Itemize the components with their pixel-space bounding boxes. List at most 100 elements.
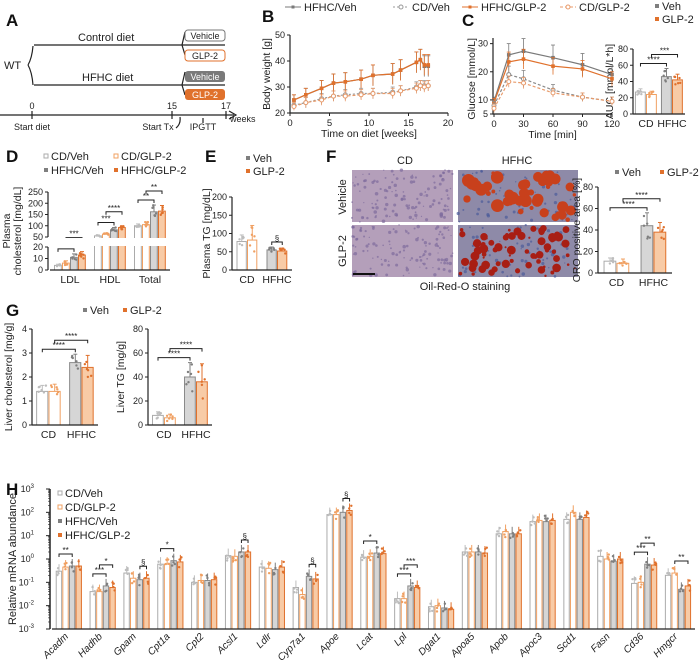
data-point (377, 553, 380, 556)
data-point (267, 248, 271, 251)
significance-label: **** (108, 204, 120, 213)
data-marker (390, 91, 396, 96)
data-point (77, 565, 81, 568)
data-point (161, 211, 164, 215)
bar (678, 588, 685, 630)
micrograph (456, 169, 578, 223)
bar (68, 565, 76, 630)
bar (644, 563, 651, 630)
y-tick-label: 0 (38, 265, 43, 275)
data-point (154, 212, 158, 215)
data-point (464, 547, 468, 550)
panel-label-a: A (6, 11, 18, 30)
y-axis-title: Plasma TG [mg/dL] (201, 188, 213, 278)
significance-bracket (54, 339, 89, 344)
staining-caption: Oil-Red-O staining (420, 281, 510, 293)
data-point (159, 412, 163, 415)
data-point (293, 587, 296, 590)
category-label: CD (609, 277, 625, 289)
data-point (284, 252, 287, 255)
panel-label-f: F (326, 147, 336, 166)
data-point (464, 552, 467, 555)
vehicle-box-hfhc (185, 71, 225, 82)
data-point (279, 248, 282, 251)
data-point (144, 220, 147, 224)
legend-marker (655, 17, 659, 21)
legend-marker (57, 504, 63, 510)
category-label: CD (41, 429, 57, 441)
bar (109, 587, 116, 630)
data-marker (319, 86, 324, 91)
data-point (688, 579, 691, 582)
y-tick-label: 150 (212, 210, 227, 220)
data-point (619, 559, 623, 562)
data-point (532, 516, 535, 519)
data-point (107, 233, 110, 236)
data-point (114, 226, 117, 229)
significance-bracket (674, 560, 689, 565)
bar (238, 551, 245, 630)
timeline-tick: 15 (167, 101, 177, 111)
y-tick-label: 20 (275, 108, 285, 118)
data-point (664, 79, 667, 82)
data-point (282, 560, 285, 564)
data-point (64, 568, 67, 571)
data-point (328, 512, 332, 515)
data-point (153, 214, 157, 218)
data-point (146, 580, 150, 584)
series-hfhc-glp-2 (492, 48, 614, 107)
category-label: HFHC (181, 429, 211, 441)
data-point (143, 576, 147, 580)
data-point (431, 609, 434, 613)
y-tick-label: 60 (583, 204, 593, 214)
bar (118, 227, 126, 271)
vehicle-box-cd (184, 29, 226, 42)
data-point (504, 535, 507, 539)
significance-label: *** (95, 566, 104, 575)
data-point (167, 562, 171, 566)
data-point (631, 577, 634, 581)
data-point (159, 563, 162, 567)
data-point (242, 547, 245, 550)
data-point (83, 362, 87, 366)
significance-label: ** (143, 192, 149, 201)
panel-label-c: C (462, 11, 474, 30)
data-point (207, 581, 211, 585)
data-point (428, 610, 431, 613)
data-point (248, 244, 252, 247)
bar (407, 585, 414, 630)
data-point (620, 561, 624, 564)
column-label-cd: CD (397, 155, 413, 167)
significance-bracket (92, 573, 107, 577)
data-point (85, 360, 88, 364)
category-label: LDL (60, 274, 79, 286)
bar (640, 225, 654, 274)
data-point (171, 564, 174, 567)
data-point (246, 549, 250, 553)
data-point (159, 213, 162, 217)
data-point (146, 220, 150, 224)
data-marker (303, 100, 309, 106)
data-point (348, 507, 351, 510)
significance-bracket (240, 539, 249, 543)
data-point (246, 555, 250, 559)
x-tick-label: 20 (443, 118, 454, 129)
bar (247, 239, 258, 271)
data-point (688, 589, 692, 592)
data-point (656, 226, 660, 230)
data-point (640, 92, 643, 96)
data-point (636, 89, 639, 93)
data-point (482, 552, 486, 555)
category-label: Cd36 (622, 631, 647, 656)
data-point (642, 214, 646, 218)
y-tick-label: 10 (33, 254, 43, 264)
data-point (292, 591, 296, 594)
data-point (192, 583, 195, 586)
significance-label: * (105, 557, 108, 566)
data-point (120, 228, 123, 231)
data-point (468, 555, 472, 559)
data-point (450, 607, 454, 610)
bar (646, 94, 657, 115)
